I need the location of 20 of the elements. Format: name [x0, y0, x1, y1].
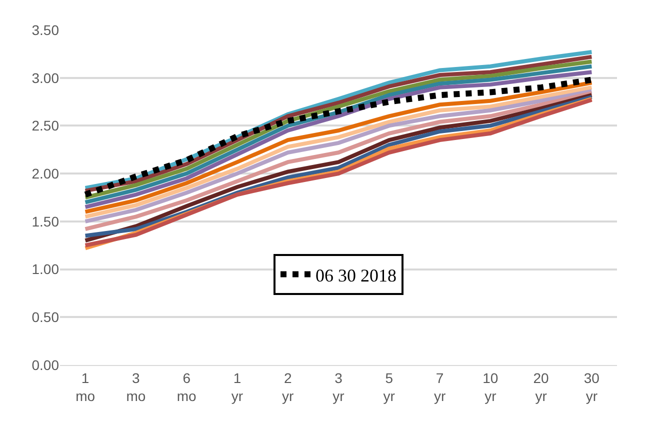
y-tick-label: 1.50	[32, 213, 60, 230]
y-tick-label: 2.00	[32, 165, 60, 182]
y-tick-label: 2.50	[32, 118, 60, 134]
y-tick-label: 1.00	[32, 261, 60, 278]
y-tick-label: 0.50	[32, 309, 60, 326]
y-tick-label: 0.00	[32, 356, 60, 373]
x-tick-label: 3 yr	[332, 370, 345, 404]
legend-label: 06 30 2018	[316, 265, 396, 286]
x-tick-label: 30 yr	[584, 370, 600, 404]
x-tick-label: 3 mo	[126, 370, 146, 404]
x-tick-label: 7 yr	[434, 370, 446, 404]
x-tick-label: 1 mo	[76, 370, 96, 404]
x-tick-label: 5 yr	[383, 370, 396, 404]
x-tick-label: 6 mo	[176, 370, 197, 404]
x-tick-label: 2 yr	[282, 370, 294, 404]
y-tick-label: 3.50	[32, 22, 60, 38]
y-tick-label: 3.00	[32, 70, 60, 86]
x-tick-label: 20 yr	[533, 370, 550, 404]
x-tick-label: 1 yr	[231, 370, 244, 404]
x-tick-label: 10 yr	[482, 370, 498, 404]
